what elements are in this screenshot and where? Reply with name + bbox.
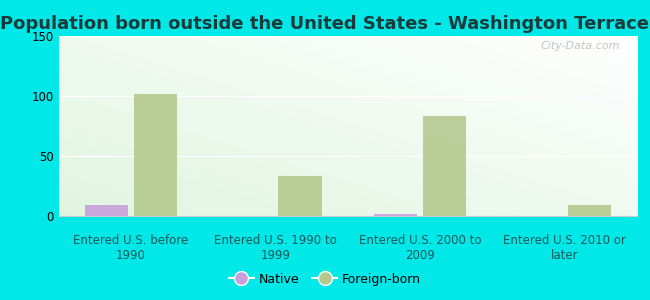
Bar xyxy=(278,176,322,216)
Legend: Native, Foreign-born: Native, Foreign-born xyxy=(224,268,426,291)
Text: Entered U.S. 2000 to
2009: Entered U.S. 2000 to 2009 xyxy=(359,234,481,262)
Bar xyxy=(84,205,128,216)
Text: Entered U.S. 1990 to
1999: Entered U.S. 1990 to 1999 xyxy=(214,234,337,262)
Bar xyxy=(134,94,177,216)
Text: Entered U.S. 2010 or
later: Entered U.S. 2010 or later xyxy=(503,234,626,262)
Text: Population born outside the United States - Washington Terrace: Population born outside the United State… xyxy=(1,15,649,33)
Bar xyxy=(567,205,611,216)
Bar xyxy=(374,214,417,216)
Text: Entered U.S. before
1990: Entered U.S. before 1990 xyxy=(73,234,188,262)
Bar xyxy=(423,116,466,216)
Text: City-Data.com: City-Data.com xyxy=(540,41,619,51)
